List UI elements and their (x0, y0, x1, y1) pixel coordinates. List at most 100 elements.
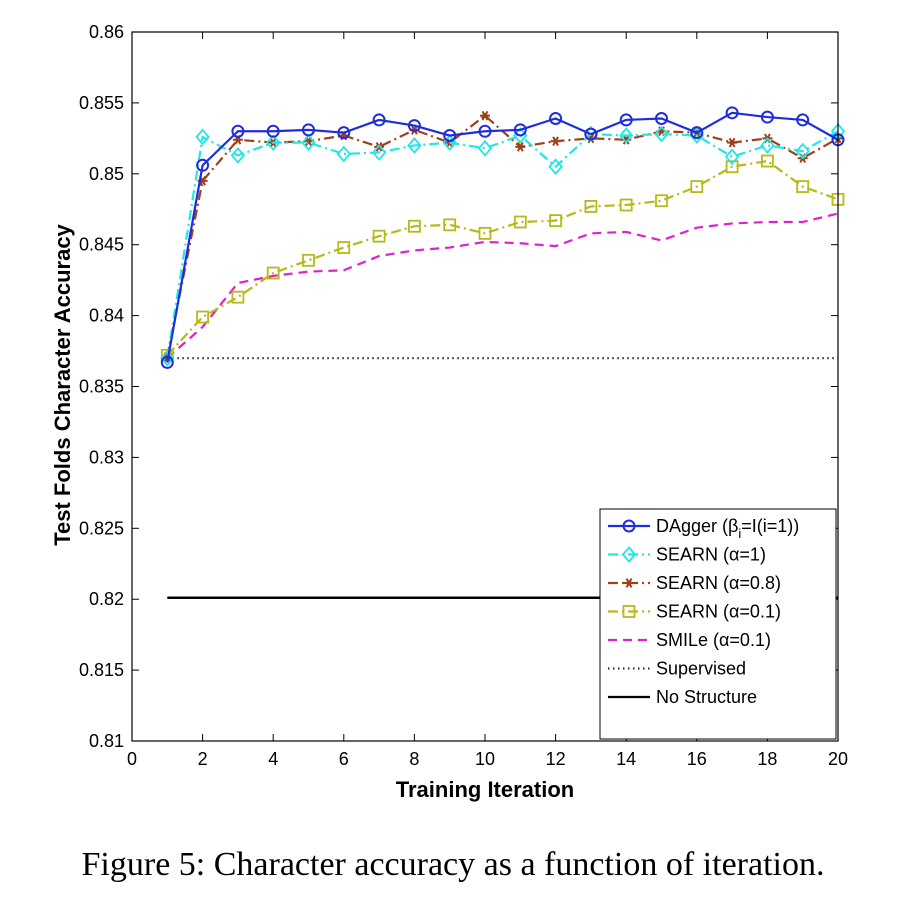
x-tick-label: 2 (198, 749, 208, 769)
data-point (443, 218, 457, 232)
x-tick-label: 14 (616, 749, 636, 769)
legend-label: SEARN (α=1) (656, 545, 766, 565)
data-point (584, 127, 598, 141)
data-point (477, 139, 493, 157)
data-point (795, 142, 810, 160)
x-tick-label: 8 (409, 749, 419, 769)
x-tick-label: 10 (475, 749, 495, 769)
data-point (796, 180, 810, 193)
data-point (761, 154, 774, 168)
data-point (549, 111, 563, 125)
data-point (654, 125, 669, 143)
legend-marker (621, 546, 637, 563)
data-point (160, 355, 174, 369)
y-tick-label: 0.835 (79, 377, 124, 397)
data-point (619, 198, 633, 212)
legend-entry: SEARN (α=1) (608, 545, 766, 565)
y-tick-label: 0.86 (89, 22, 124, 42)
data-point (371, 144, 387, 161)
data-point (301, 134, 316, 151)
legend-entry: SMILe (α=0.1) (608, 630, 771, 650)
x-tick-label: 12 (546, 749, 566, 769)
legend-entry: DAgger (βi=I(i=1)) (608, 516, 799, 541)
series-layer (160, 106, 846, 600)
x-tick-label: 0 (127, 749, 137, 769)
legend: DAgger (βi=I(i=1)) SEARN (α=1) SEARN (α=0.… (599, 508, 837, 740)
data-point (478, 124, 492, 138)
data-point (796, 113, 810, 127)
legend-marker (624, 578, 634, 588)
data-point (619, 113, 633, 127)
data-point (655, 111, 668, 125)
axes-layer: 0 2 4 6 8 10 12 14 16 18 20 0.81 0.815 0.82 0.825 0.83 0… (79, 22, 848, 769)
data-point (725, 160, 739, 174)
data-point (548, 158, 563, 176)
data-point (690, 180, 704, 193)
data-point (407, 119, 421, 133)
data-point (302, 123, 315, 137)
x-axis-label: Training Iteration (396, 777, 574, 802)
legend-entry: SEARN (α=0.8) (608, 573, 781, 593)
legend-entry: No Structure (608, 687, 757, 707)
data-point (196, 310, 210, 324)
data-point (266, 134, 281, 151)
series-4 (166, 212, 839, 359)
data-point (655, 194, 668, 208)
legend-label: SEARN (α=0.8) (656, 573, 781, 593)
series-3 (160, 154, 845, 362)
data-point (550, 136, 561, 147)
y-tick-label: 0.855 (79, 93, 124, 113)
data-point (266, 124, 280, 138)
data-point (372, 113, 386, 127)
data-point (160, 349, 175, 367)
legend-label: No Structure (656, 687, 757, 707)
legend-box (599, 508, 837, 740)
data-point (584, 200, 598, 213)
figure-caption: Figure 5: Character accuracy as a functi… (81, 846, 825, 883)
data-point (619, 127, 634, 144)
legend-label: SMILe (α=0.1) (656, 630, 771, 650)
data-point (407, 137, 422, 154)
data-point (337, 126, 351, 140)
legend-label: SEARN (α=0.1) (656, 602, 781, 622)
x-tick-label: 20 (828, 749, 848, 769)
data-point (196, 158, 210, 172)
data-point (515, 142, 526, 152)
x-tick-label: 6 (339, 749, 349, 769)
data-point (231, 124, 245, 138)
data-point (760, 137, 775, 154)
y-tick-label: 0.815 (79, 660, 124, 680)
data-point (760, 110, 774, 124)
y-tick-label: 0.84 (89, 306, 124, 326)
data-point (724, 148, 740, 166)
data-point (690, 126, 704, 140)
data-point (230, 146, 246, 164)
data-point (337, 241, 351, 254)
data-point (549, 214, 562, 227)
data-point (336, 145, 351, 163)
data-point (302, 253, 315, 267)
legend-marker (622, 519, 636, 533)
y-axis-label: Test Folds Character Accuracy (50, 223, 75, 545)
y-tick-label: 0.845 (79, 235, 124, 255)
y-tick-label: 0.81 (89, 731, 124, 751)
data-point (727, 137, 738, 148)
legend-marker (622, 605, 636, 618)
data-point (372, 229, 386, 243)
data-point (513, 215, 527, 229)
x-tick-label: 16 (687, 749, 707, 769)
legend-entry: Supervised (608, 659, 746, 679)
y-tick-label: 0.82 (89, 589, 124, 609)
data-point (266, 266, 280, 280)
x-tick-label: 18 (757, 749, 777, 769)
legend-label: Supervised (656, 659, 746, 679)
data-point (689, 127, 704, 144)
data-point (195, 128, 210, 146)
x-tick-label: 4 (268, 749, 278, 769)
legend-entry: SEARN (α=0.1) (608, 602, 781, 622)
y-tick-label: 0.85 (89, 164, 124, 184)
data-point (513, 123, 527, 137)
y-tick-label: 0.83 (89, 447, 124, 467)
legend-label: DAgger (βi=I(i=1)) (656, 516, 799, 541)
data-point (478, 226, 492, 240)
